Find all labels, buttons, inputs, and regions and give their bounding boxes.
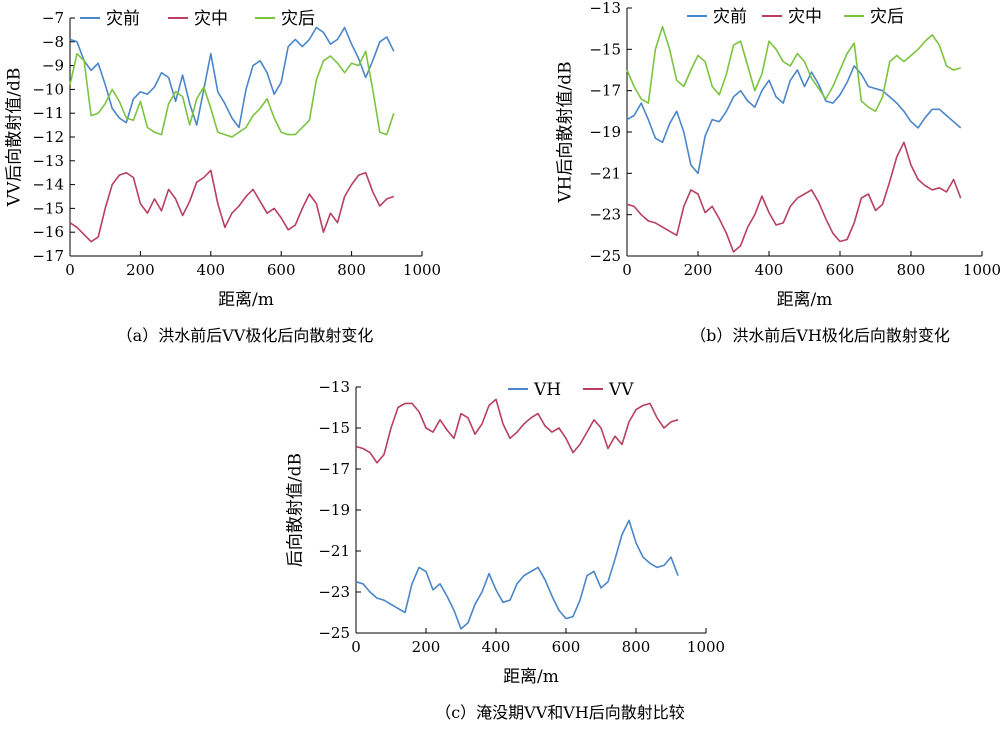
x-tick-label: 800 <box>897 261 926 279</box>
x-tick-label: 1000 <box>687 638 725 656</box>
legend-label: 灾中 <box>194 9 228 29</box>
chart-panel-b: 0 200 400 600 800 1000 −13 −15 −17 −19 −21 −23 −25 距离… <box>556 0 1000 345</box>
y-tick-label: −21 <box>318 542 350 560</box>
x-tick-label: 800 <box>337 261 366 279</box>
x-tick-label: 200 <box>412 638 441 656</box>
x-tick-label: 600 <box>826 261 855 279</box>
x-tick-label: 0 <box>622 261 632 279</box>
y-axis-label: 后向散射值/dB <box>286 453 306 567</box>
y-tick-label: −19 <box>589 123 621 141</box>
y-tick-label: −15 <box>318 419 350 437</box>
x-tick-label: 0 <box>351 638 361 656</box>
legend-label: 灾中 <box>788 7 822 27</box>
x-tick-label: 600 <box>267 261 296 279</box>
x-tick-label: 1000 <box>963 261 1000 279</box>
x-tick-label: 400 <box>196 261 225 279</box>
y-tick-label: −23 <box>589 206 621 224</box>
y-tick-label: −8 <box>42 33 64 51</box>
figure-caption: （c）淹没期VV和VH后向散射比较 <box>435 703 685 722</box>
y-tick-label: −14 <box>32 176 64 194</box>
y-axis-label: VV后向散射值/dB <box>5 68 25 208</box>
y-tick-label: −11 <box>32 104 64 122</box>
legend-label: 灾后 <box>870 7 904 27</box>
legend-label: 灾前 <box>106 9 140 29</box>
y-tick-label: −25 <box>589 247 621 265</box>
x-tick-label: 200 <box>126 261 155 279</box>
x-axis-label: 距离/m <box>218 290 274 310</box>
series-line-a-0 <box>69 26 395 129</box>
y-tick-label: −10 <box>32 80 64 98</box>
y-tick-label: −13 <box>318 378 350 396</box>
y-tick-label: −15 <box>589 40 621 58</box>
y-tick-label: −21 <box>589 164 621 182</box>
x-axis-label: 距离/m <box>777 290 833 310</box>
x-tick-label: 200 <box>684 261 713 279</box>
series-line-a-1 <box>69 169 395 243</box>
x-tick-label: 400 <box>755 261 784 279</box>
y-tick-label: −13 <box>32 152 64 170</box>
x-tick-label: 600 <box>552 638 581 656</box>
x-tick-label: 800 <box>622 638 651 656</box>
chart-panel-a: 0 200 400 600 800 1000 −7 −8 −9 −10 −11 −12 −13 −14 −1… <box>5 9 442 345</box>
y-tick-label: −7 <box>42 9 64 27</box>
y-tick-label: −17 <box>589 82 621 100</box>
series-line-a-2 <box>69 50 395 138</box>
series-line-b-2 <box>626 25 961 113</box>
y-tick-label: −9 <box>42 57 64 75</box>
series-line-b-0 <box>626 65 962 175</box>
y-tick-label: −12 <box>32 128 64 146</box>
x-axis-label: 距离/m <box>503 667 559 687</box>
series-line-c-1 <box>355 398 679 464</box>
y-tick-label: −25 <box>318 624 350 642</box>
x-tick-label: 1000 <box>403 261 441 279</box>
y-tick-label: −19 <box>318 501 350 519</box>
x-tick-label: 400 <box>482 638 511 656</box>
chart-panel-c: 0 200 400 600 800 1000 −13 −15 −17 −19 −21 −23 −25 距离… <box>286 378 726 722</box>
y-axis-label: VH后向散射值/dB <box>556 61 576 203</box>
figure-caption: （a）洪水前后VV极化后向散射变化 <box>117 326 374 345</box>
y-tick-label: −17 <box>318 460 350 478</box>
y-tick-label: −16 <box>32 223 64 241</box>
y-tick-label: −17 <box>32 247 64 265</box>
figure-caption: （b）洪水前后VH极化后向散射变化 <box>690 326 950 345</box>
y-tick-label: −15 <box>32 199 64 217</box>
legend-label: 灾前 <box>713 7 747 27</box>
y-tick-label: −13 <box>589 0 621 17</box>
legend-label: 灾后 <box>281 9 315 29</box>
series-line-c-0 <box>355 519 679 630</box>
x-tick-label: 0 <box>65 261 75 279</box>
legend-label: VH <box>533 380 561 400</box>
y-tick-label: −23 <box>318 583 350 601</box>
legend-label: VV <box>608 380 634 400</box>
series-line-b-1 <box>626 141 962 253</box>
